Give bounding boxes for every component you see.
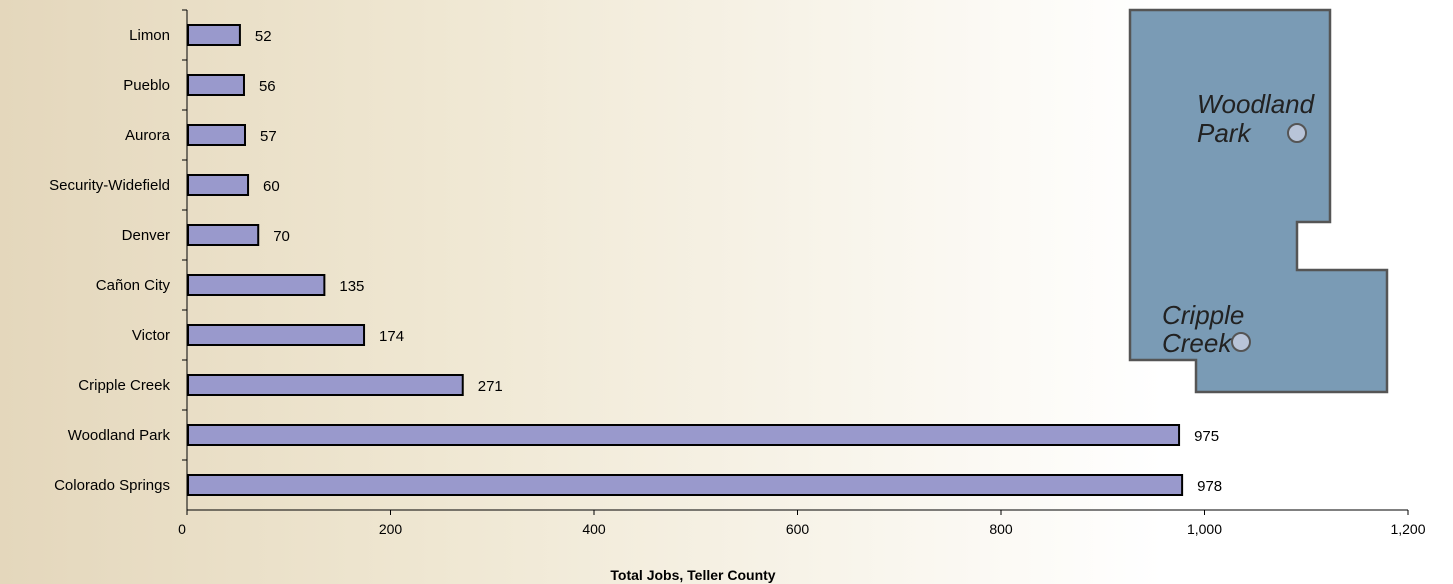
county-outline-shape bbox=[1128, 8, 1389, 394]
category-label: Cañon City bbox=[96, 277, 171, 294]
x-tick-label: 1,000 bbox=[1187, 521, 1222, 537]
x-ticks-group: 0 200 400 600 800 1,000 1,200 bbox=[178, 9, 1426, 537]
category-label: Colorado Springs bbox=[54, 477, 170, 494]
data-label: 57 bbox=[260, 128, 277, 145]
bars-group bbox=[187, 24, 1184, 496]
cripple-creek-map-label-line2: Creek bbox=[1162, 328, 1233, 358]
bar bbox=[187, 274, 326, 296]
bar bbox=[187, 124, 246, 146]
data-label: 70 bbox=[273, 228, 290, 245]
data-label: 978 bbox=[1197, 478, 1222, 495]
category-label: Pueblo bbox=[123, 77, 170, 94]
bar bbox=[187, 24, 241, 46]
category-label: Victor bbox=[132, 327, 170, 344]
data-labels-group: 978 975 271 174 135 70 60 57 56 52 bbox=[255, 28, 1222, 495]
category-label: Aurora bbox=[125, 127, 171, 144]
data-label: 271 bbox=[478, 378, 503, 395]
x-tick-label: 0 bbox=[178, 521, 186, 537]
data-label: 975 bbox=[1194, 428, 1219, 445]
x-tick-label: 200 bbox=[379, 521, 403, 537]
bar bbox=[187, 424, 1181, 446]
x-tick-label: 1,200 bbox=[1390, 521, 1425, 537]
data-label: 174 bbox=[379, 328, 404, 345]
cripple-creek-marker-icon bbox=[1231, 332, 1251, 352]
x-tick-label: 600 bbox=[786, 521, 810, 537]
data-label: 135 bbox=[339, 278, 364, 295]
bar bbox=[187, 224, 260, 246]
data-label: 60 bbox=[263, 178, 280, 195]
category-label: Denver bbox=[122, 227, 170, 244]
x-tick-label: 800 bbox=[989, 521, 1013, 537]
woodland-park-map-label-line2: Park bbox=[1197, 118, 1252, 148]
x-tick-label: 400 bbox=[582, 521, 606, 537]
category-label: Security-Widefield bbox=[49, 177, 170, 194]
category-label: Limon bbox=[129, 27, 170, 44]
data-label: 56 bbox=[259, 78, 276, 95]
bar bbox=[187, 74, 245, 96]
bar bbox=[187, 374, 464, 396]
woodland-park-map-label-line1: Woodland bbox=[1197, 89, 1316, 119]
teller-county-map: Woodland Park Cripple Creek bbox=[1128, 8, 1389, 394]
cripple-creek-map-label-line1: Cripple bbox=[1162, 300, 1244, 330]
data-label: 52 bbox=[255, 28, 272, 45]
bar bbox=[187, 474, 1184, 496]
category-label: Woodland Park bbox=[68, 427, 171, 444]
x-axis-title: Total Jobs, Teller County bbox=[610, 567, 775, 583]
category-label: Cripple Creek bbox=[78, 377, 170, 394]
woodland-park-marker-icon bbox=[1287, 123, 1307, 143]
bar bbox=[187, 174, 250, 196]
bar bbox=[187, 324, 366, 346]
category-labels-group: Colorado Springs Woodland Park Cripple Cre… bbox=[49, 27, 171, 494]
